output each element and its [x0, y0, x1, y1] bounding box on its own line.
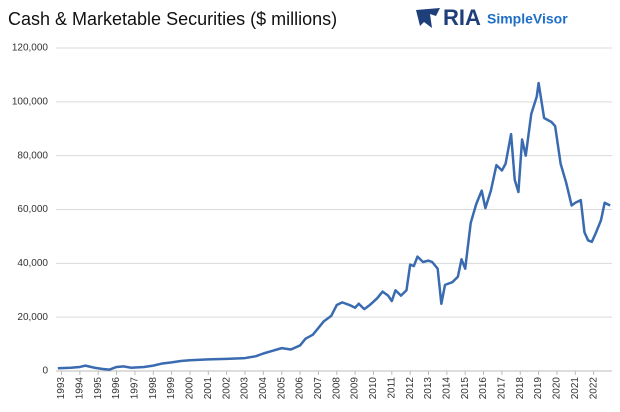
x-tick-label: 2019 — [533, 377, 544, 400]
x-tick-label: 2020 — [552, 377, 563, 400]
y-tick-label: 120,000 — [12, 43, 49, 54]
y-tick-label: 60,000 — [17, 204, 48, 215]
y-tick-label: 0 — [42, 366, 48, 377]
y-tick-label: 20,000 — [17, 312, 48, 323]
x-tick-label: 2018 — [515, 377, 526, 400]
x-tick-label: 2003 — [240, 377, 251, 400]
x-tick-label: 2012 — [405, 377, 416, 400]
x-tick-label: 2000 — [185, 377, 196, 400]
x-tick-label: 2002 — [221, 377, 232, 400]
x-tick-label: 2010 — [368, 377, 379, 400]
x-tick-label: 1995 — [93, 377, 104, 400]
x-tick-label: 2006 — [295, 377, 306, 400]
x-tick-label: 2005 — [276, 377, 287, 400]
x-tick-label: 2008 — [331, 377, 342, 400]
logo-name: RIA — [443, 5, 481, 30]
y-tick-label: 100,000 — [12, 96, 49, 107]
x-tick-label: 2021 — [570, 377, 581, 400]
x-tick-label: 2009 — [350, 377, 361, 400]
x-tick-label: 2007 — [313, 377, 324, 400]
x-tick-label: 2014 — [441, 377, 452, 400]
line — [57, 81, 611, 371]
y-tick-label: 80,000 — [17, 150, 48, 161]
x-tick-label: 2001 — [203, 377, 214, 400]
x-tick-label: 1997 — [130, 377, 141, 400]
x-tick-label: 1996 — [111, 377, 122, 400]
x-tick-label: 2011 — [386, 377, 397, 399]
chart-title: Cash & Marketable Securities ($ millions… — [8, 9, 337, 29]
x-tick-label: 1994 — [74, 377, 85, 400]
x-tick-label: 2015 — [460, 377, 471, 400]
y-tick-label: 40,000 — [17, 258, 48, 269]
x-tick-label: 2013 — [423, 377, 434, 400]
x-tick-label: 2016 — [478, 377, 489, 400]
x-tick-label: 1998 — [148, 377, 159, 400]
x-tick-label: 2004 — [258, 377, 269, 400]
x-tick-label: 2017 — [497, 377, 508, 400]
x-tick-label: 1993 — [56, 377, 67, 400]
logo-icon — [416, 8, 440, 28]
x-tick-label: 1999 — [166, 377, 177, 400]
logo-product: SimpleVisor — [487, 11, 568, 27]
x-tick-label: 2022 — [588, 377, 599, 400]
